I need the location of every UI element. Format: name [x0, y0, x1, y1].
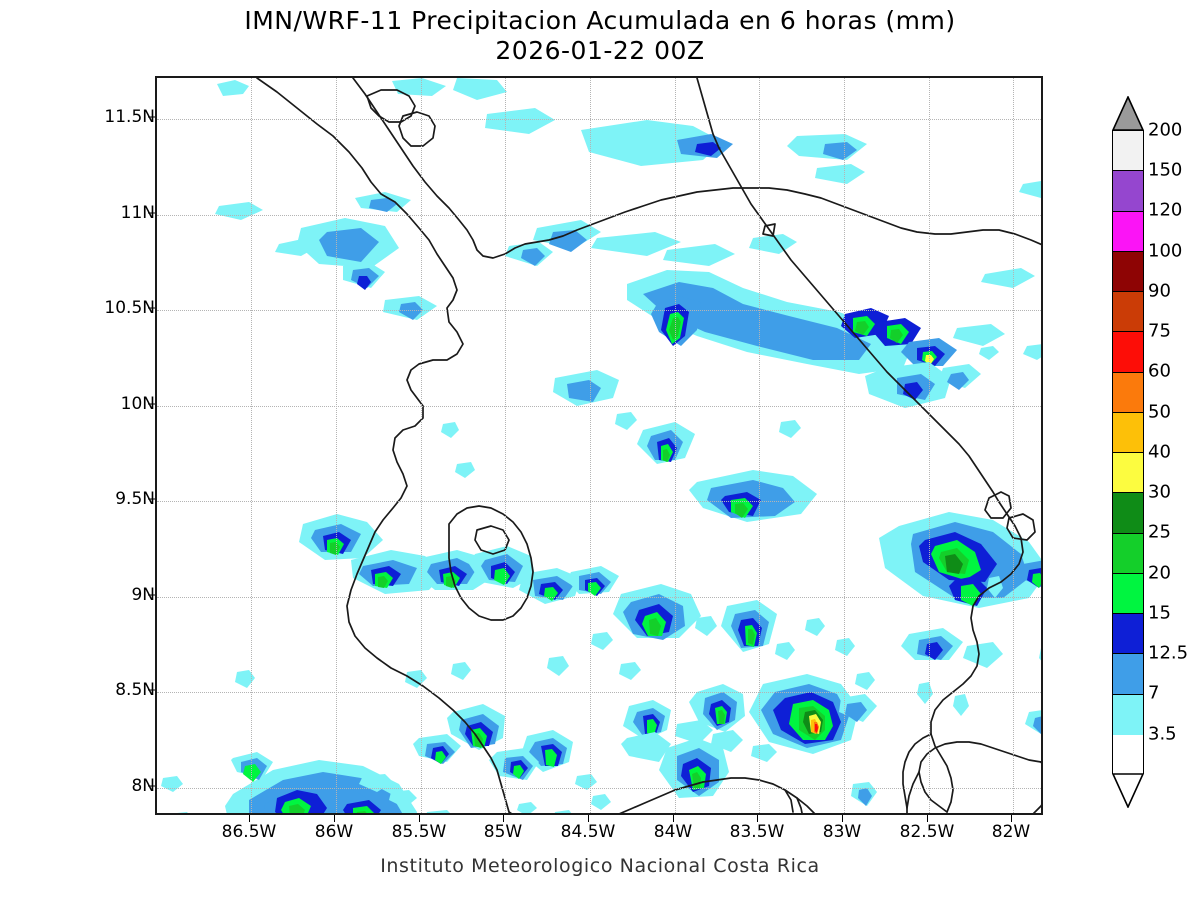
colorbar-label-90: 90: [1148, 280, 1171, 302]
map-svg: [161, 78, 1041, 813]
x-axis-label-82w: 82W: [991, 822, 1031, 842]
colorbar-label-50: 50: [1148, 401, 1171, 423]
chart-subtitle: 2026-01-22 00Z: [495, 36, 705, 65]
chart-footer-credit: Instituto Meteorologico Nacional Costa R…: [380, 855, 820, 877]
y-tick-mark: [148, 498, 155, 500]
y-axis-label-11-5n: 11.5N: [104, 107, 155, 127]
colorbar-segment-20-25: [1113, 533, 1143, 574]
y-axis-label-11n: 11N: [120, 203, 155, 223]
y-axis-label-10-5n: 10.5N: [104, 298, 155, 318]
x-tick-mark: [588, 815, 589, 822]
y-axis-label-9n: 9N: [131, 585, 155, 605]
x-tick-mark: [842, 815, 843, 822]
y-tick-mark: [148, 403, 155, 405]
y-tick-mark: [148, 594, 155, 596]
colorbar-segment-120-150: [1113, 171, 1143, 212]
colorbar-label-150: 150: [1148, 159, 1183, 181]
x-axis-label-84w: 84W: [653, 822, 693, 842]
colorbar-segment-12-5-15: [1113, 614, 1143, 655]
colorbar-segment-60-75: [1113, 332, 1143, 373]
colorbar-label-30: 30: [1148, 481, 1171, 503]
colorbar-label-7: 7: [1148, 682, 1160, 704]
colorbar-label-100: 100: [1148, 240, 1183, 262]
colorbar-segment-50-60: [1113, 372, 1143, 413]
colorbar-arrow-bottom: [1112, 773, 1144, 808]
chart-title: IMN/WRF-11 Precipitacion Acumulada en 6 …: [244, 6, 956, 35]
colorbar-segment-25-30: [1113, 493, 1143, 534]
y-axis-label-10n: 10N: [120, 394, 155, 414]
y-tick-mark: [148, 785, 155, 787]
x-tick-mark: [419, 815, 420, 822]
y-axis-label-9-5n: 9.5N: [115, 489, 155, 509]
x-axis-label-83w: 83W: [822, 822, 862, 842]
colorbar-label-200: 200: [1148, 119, 1183, 141]
x-tick-mark: [334, 815, 335, 822]
x-axis-label-85w: 85W: [483, 822, 523, 842]
y-tick-mark: [148, 212, 155, 214]
x-tick-mark: [757, 815, 758, 822]
x-axis-label-85-5w: 85.5W: [391, 822, 447, 842]
colorbar-label-75: 75: [1148, 320, 1171, 342]
colorbar-label-20: 20: [1148, 562, 1171, 584]
chart-title-block: IMN/WRF-11 Precipitacion Acumulada en 6 …: [0, 6, 1200, 66]
colorbar-segment-15-20: [1113, 573, 1143, 614]
map-plot-inner: [157, 78, 1041, 813]
colorbar-segment-3-5-7: [1113, 694, 1143, 735]
y-tick-mark: [148, 116, 155, 118]
colorbar-segment-150-200: [1113, 131, 1143, 172]
coastline-layer: [256, 78, 1041, 813]
x-tick-mark: [249, 815, 250, 822]
colorbar-segment-7-12-5: [1113, 654, 1143, 695]
colorbar-label-3-5: 3.5: [1148, 723, 1177, 745]
y-tick-mark: [148, 307, 155, 309]
colorbar-arrow-top: [1112, 96, 1144, 131]
colorbar-label-60: 60: [1148, 360, 1171, 382]
x-axis-label-86w: 86W: [314, 822, 354, 842]
x-axis-label-83-5w: 83.5W: [729, 822, 785, 842]
x-axis-label-84-5w: 84.5W: [560, 822, 616, 842]
colorbar-segment-below-3-5: [1113, 734, 1143, 775]
x-axis-label-82-5w: 82.5W: [899, 822, 955, 842]
precip-layer: [161, 78, 1041, 813]
colorbar-segment-90-100: [1113, 251, 1143, 292]
colorbar-label-120: 120: [1148, 199, 1183, 221]
colorbar-segment-100-120: [1113, 211, 1143, 252]
colorbar-label-40: 40: [1148, 441, 1171, 463]
colorbar-segment-40-50: [1113, 412, 1143, 453]
x-tick-mark: [673, 815, 674, 822]
colorbar-body: [1112, 130, 1144, 775]
colorbar-segment-75-90: [1113, 292, 1143, 333]
colorbar-segment-30-40: [1113, 453, 1143, 494]
x-axis-label-86-5w: 86.5W: [221, 822, 277, 842]
x-tick-mark: [503, 815, 504, 822]
y-axis-label-8n: 8N: [131, 776, 155, 796]
colorbar-label-15: 15: [1148, 602, 1171, 624]
colorbar-label-12-5: 12.5: [1148, 642, 1189, 664]
x-tick-mark: [1011, 815, 1012, 822]
y-tick-mark: [148, 689, 155, 691]
map-plot-area: [155, 76, 1043, 815]
colorbar: 200 150 120 100 90 75 60 50 40 30 25 20 …: [1108, 96, 1200, 808]
colorbar-label-25: 25: [1148, 521, 1171, 543]
y-axis-label-8-5n: 8.5N: [115, 680, 155, 700]
x-tick-mark: [927, 815, 928, 822]
